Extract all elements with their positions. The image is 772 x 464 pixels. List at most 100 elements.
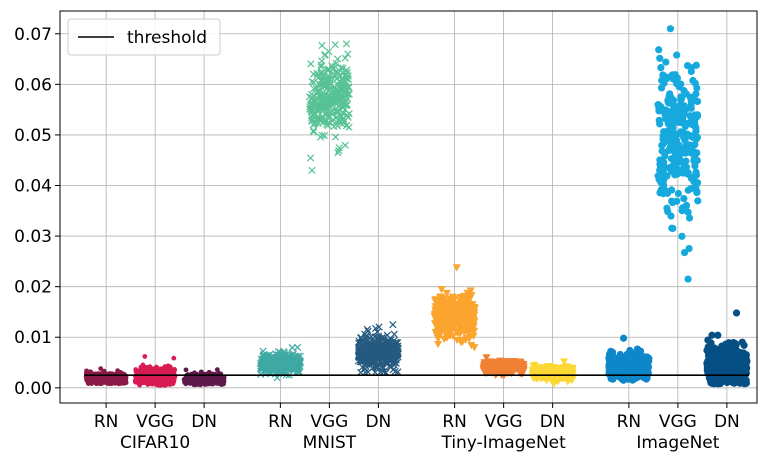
data-point bbox=[463, 325, 472, 333]
data-point bbox=[345, 90, 353, 98]
data-point bbox=[467, 318, 476, 326]
data-point bbox=[693, 179, 702, 187]
data-point bbox=[214, 380, 219, 386]
data-point bbox=[331, 41, 339, 49]
data-point bbox=[452, 264, 461, 272]
data-point bbox=[669, 106, 677, 115]
data-point bbox=[307, 101, 315, 109]
data-point bbox=[375, 323, 383, 331]
data-point bbox=[620, 375, 628, 383]
data-point bbox=[677, 80, 685, 88]
data-point bbox=[139, 377, 145, 383]
data-point bbox=[337, 100, 346, 108]
data-point bbox=[317, 63, 325, 71]
data-point bbox=[707, 375, 715, 383]
x-tick-label-model: VGG bbox=[659, 412, 697, 432]
data-point bbox=[363, 356, 371, 364]
data-point bbox=[662, 58, 670, 66]
data-point bbox=[437, 310, 446, 319]
data-point bbox=[463, 304, 472, 312]
data-point bbox=[673, 51, 681, 59]
data-point bbox=[664, 96, 672, 105]
data-point bbox=[308, 166, 316, 174]
data-point bbox=[261, 366, 270, 374]
data-point bbox=[742, 376, 750, 384]
data-point bbox=[667, 114, 676, 122]
data-point bbox=[660, 158, 668, 166]
data-point bbox=[123, 377, 129, 382]
x-tick-label-model: RN bbox=[617, 412, 642, 432]
plot-background bbox=[60, 11, 757, 403]
data-point bbox=[388, 354, 396, 363]
data-point bbox=[637, 360, 645, 368]
data-point bbox=[332, 94, 340, 103]
data-point bbox=[354, 352, 363, 360]
data-point bbox=[379, 364, 387, 372]
data-point bbox=[371, 333, 379, 341]
data-point bbox=[288, 343, 296, 352]
data-point bbox=[621, 353, 630, 361]
data-point bbox=[619, 334, 628, 342]
data-point bbox=[388, 345, 396, 353]
data-point bbox=[262, 359, 270, 367]
x-tick-label-model: VGG bbox=[485, 412, 523, 432]
x-group-label: ImageNet bbox=[636, 433, 719, 453]
data-point bbox=[431, 320, 440, 328]
data-point bbox=[691, 96, 699, 104]
data-point bbox=[289, 356, 297, 364]
data-point bbox=[389, 320, 397, 329]
data-point bbox=[394, 339, 402, 347]
data-point bbox=[470, 327, 479, 336]
data-point bbox=[442, 289, 451, 298]
data-point bbox=[609, 356, 617, 365]
data-point bbox=[654, 101, 662, 109]
data-point bbox=[367, 341, 376, 349]
data-point bbox=[469, 332, 478, 341]
data-point bbox=[333, 55, 342, 63]
data-point bbox=[607, 374, 615, 383]
data-point bbox=[320, 75, 328, 83]
data-point bbox=[343, 66, 351, 74]
data-point bbox=[158, 366, 164, 372]
data-point bbox=[269, 367, 277, 376]
data-point bbox=[464, 308, 473, 316]
data-point bbox=[148, 376, 153, 382]
data-point bbox=[98, 366, 104, 372]
data-point bbox=[694, 197, 702, 205]
data-point bbox=[668, 197, 676, 205]
data-point bbox=[433, 334, 442, 343]
data-point bbox=[270, 363, 278, 371]
x-tick-label-model: VGG bbox=[136, 412, 174, 432]
data-point bbox=[290, 366, 299, 374]
data-point bbox=[457, 323, 466, 331]
data-point bbox=[330, 122, 338, 131]
data-point bbox=[307, 60, 315, 68]
data-point bbox=[306, 154, 315, 162]
data-point bbox=[361, 330, 369, 338]
data-point bbox=[314, 74, 322, 82]
data-point bbox=[165, 380, 171, 385]
data-point bbox=[333, 89, 341, 97]
data-point bbox=[181, 377, 187, 382]
data-point bbox=[691, 111, 699, 119]
data-point bbox=[714, 362, 722, 371]
data-point bbox=[320, 73, 328, 81]
data-point bbox=[390, 345, 398, 353]
data-point bbox=[328, 107, 336, 116]
data-point bbox=[693, 84, 701, 92]
data-point bbox=[656, 54, 664, 62]
data-point bbox=[324, 98, 332, 106]
data-point bbox=[360, 347, 368, 356]
data-point bbox=[685, 244, 693, 253]
data-point bbox=[339, 93, 347, 101]
data-point bbox=[622, 365, 630, 374]
data-point bbox=[661, 152, 669, 160]
data-point bbox=[345, 83, 353, 91]
data-point bbox=[318, 41, 326, 50]
data-point bbox=[144, 380, 150, 386]
data-point bbox=[84, 370, 90, 376]
y-axis: 0.000.010.020.030.040.050.060.07 bbox=[14, 25, 60, 399]
y-tick-label: 0.06 bbox=[14, 75, 52, 95]
data-point bbox=[334, 72, 343, 81]
y-tick-label: 0.03 bbox=[14, 227, 52, 247]
